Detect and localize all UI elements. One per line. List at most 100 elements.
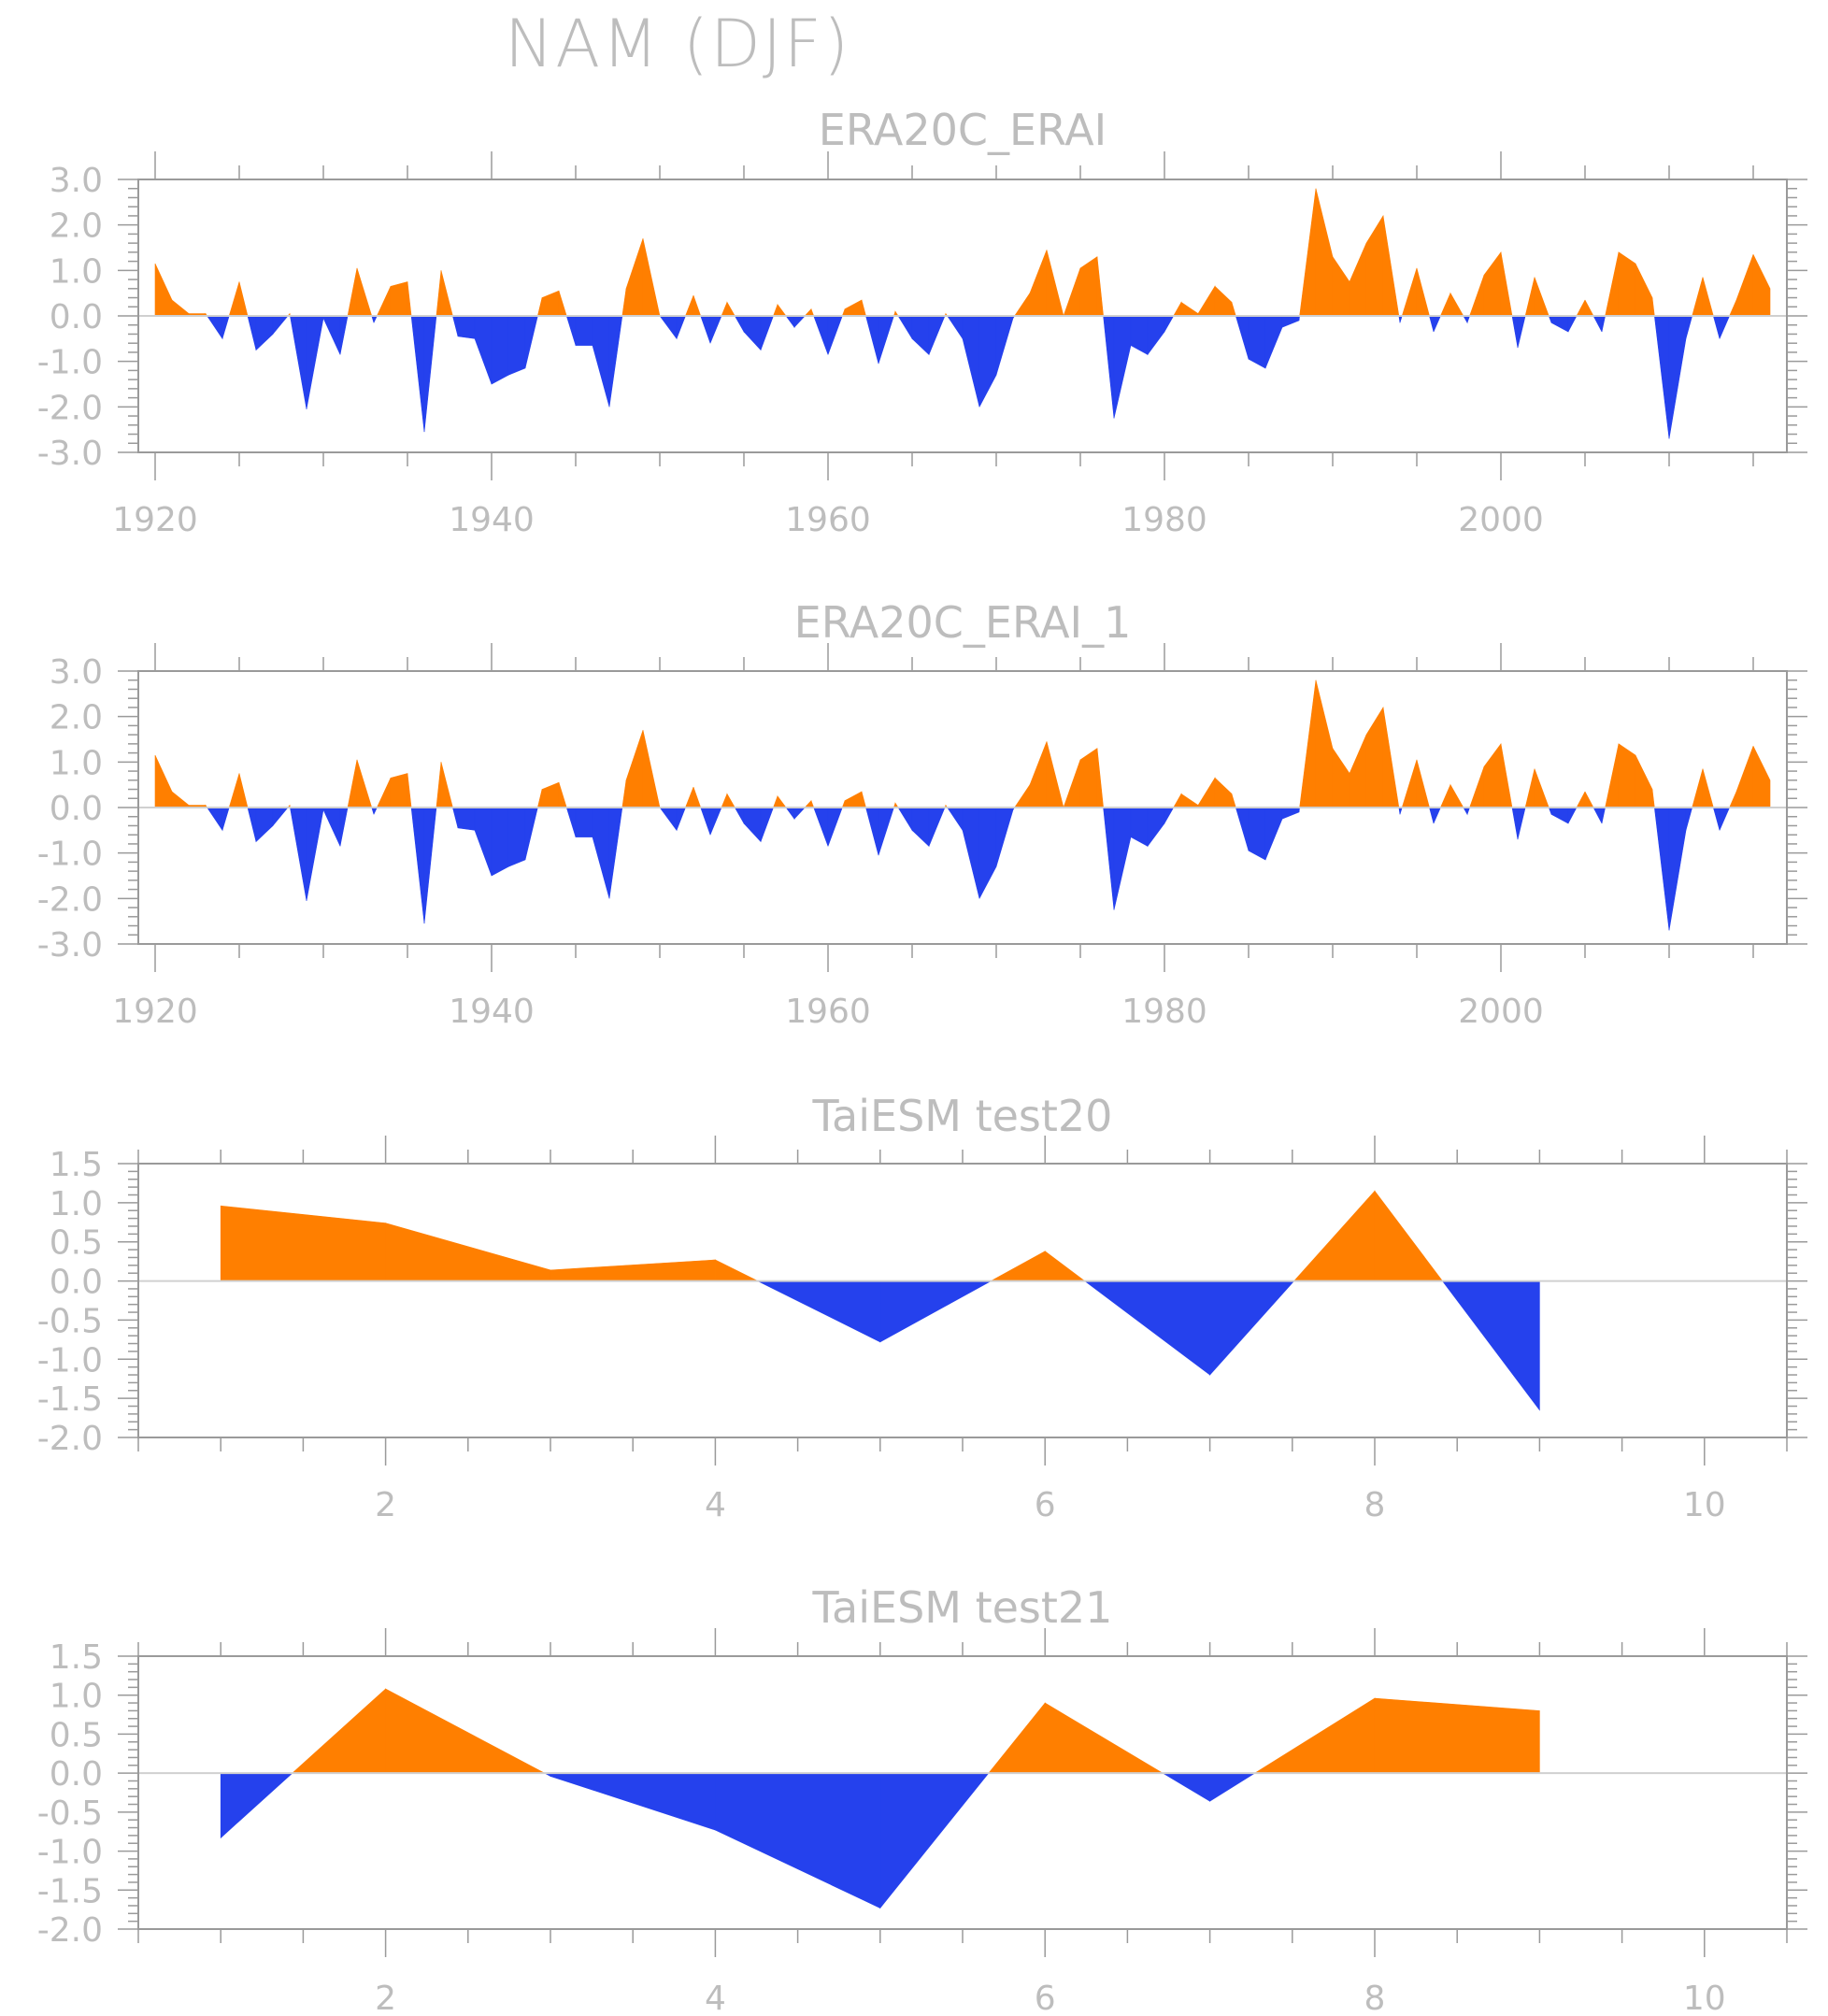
positive-area-segment [1729,791,1737,808]
x-tick-label: 1960 [785,993,871,1031]
negative-area-segment [743,807,762,843]
positive-area-segment [154,263,173,317]
negative-area-segment [827,315,843,355]
x-tick-label: 1920 [112,501,198,539]
positive-area-segment [1029,250,1048,317]
negative-area-series [207,807,1731,931]
negative-area-segment [1264,807,1283,861]
x-tick-label: 1960 [785,501,871,539]
negative-area-segment [474,807,493,877]
positive-area-segment [1450,783,1464,808]
negative-area-segment [1441,1280,1540,1411]
negative-area-segment [1653,807,1670,931]
negative-area-segment [928,807,946,847]
positive-area-series [292,1688,1540,1774]
chart-panel-3: TaiESM test20 1.51.00.50.0-0.5-1.0-1.5-2.… [37,1091,1807,1524]
y-tick-label: -0.5 [37,1794,103,1833]
negative-area-segment [676,315,686,339]
negative-area-segment [1712,315,1721,339]
positive-area-segment [861,299,866,317]
positive-area-segment [810,308,815,317]
negative-area-segment [1550,315,1569,333]
y-tick-label: 3.0 [50,162,103,200]
negative-area-segment [947,807,964,832]
positive-area-segment [1349,735,1367,808]
negative-area-segment [659,807,678,832]
x-tick-label: 8 [1364,1980,1386,2016]
negative-area-segment [785,807,795,821]
negative-area-segment [1433,807,1441,824]
x-tick-label: 10 [1683,1486,1726,1524]
x-tick-label: 1940 [449,501,535,539]
positive-area-segment [550,1259,716,1281]
negative-area-segment [371,315,375,323]
positive-area-segment [1197,285,1216,317]
positive-area-segment [1469,766,1485,808]
negative-area-segment [1685,315,1693,339]
negative-area-segment [743,315,762,351]
negative-area-segment [1164,807,1175,825]
positive-area-segment [810,800,815,808]
positive-area-segment [1702,768,1714,808]
negative-area-segment [911,315,930,356]
y-tick-label: 2.0 [50,699,103,737]
negative-area-segment [272,807,289,827]
negative-area-segment [491,807,509,877]
negative-area-segment [322,807,341,847]
positive-area-segment [1416,267,1430,317]
positive-area-segment [536,297,543,317]
negative-area-segment [897,315,913,340]
negative-area-segment [1550,807,1569,824]
positive-area-segment [773,795,778,808]
negative-area-segment [1399,807,1403,815]
negative-area-segment [220,1772,293,1839]
negative-area-segment [865,807,879,856]
positive-area-segment [1374,1697,1540,1774]
negative-area-segment [813,315,829,355]
negative-area-segment [339,807,349,847]
positive-area-segment [1214,777,1233,808]
negative-area-segment [995,315,1014,376]
negative-area-segment [207,315,223,340]
positive-area-segment [292,1688,386,1774]
negative-area-segment [322,315,341,355]
negative-area-segment [760,807,774,842]
negative-area-segment [272,315,289,336]
positive-area-segment [407,281,412,317]
x-tick-label: 10 [1683,1980,1726,2016]
positive-area-segment [541,781,560,808]
negative-area-segment [1511,315,1519,349]
positive-area-segment [1029,741,1048,808]
positive-area-segment [1692,277,1704,317]
positive-area-segment [171,299,190,317]
positive-area-segment [1046,741,1064,808]
positive-area-segment [693,295,702,317]
positive-area-segment [1014,783,1031,808]
negative-area-segment [1281,315,1300,328]
panel-title: TaiESM test20 [812,1091,1113,1141]
x-tick-label: 1980 [1121,501,1207,539]
negative-area-segment [371,807,375,815]
negative-area-segment [676,807,686,831]
y-tick-label: 1.0 [50,744,103,782]
y-tick-label: -3.0 [37,435,103,473]
positive-area-segment [1735,254,1754,317]
positive-area-segment [804,307,812,317]
chart-panel-4: TaiESM test21 1.51.00.50.0-0.5-1.0-1.5-2.… [37,1582,1807,2016]
y-tick-label: 1.0 [50,1185,103,1223]
negative-area-segment [734,315,745,334]
positive-area-segment [1365,214,1384,317]
positive-area-segment [1079,748,1098,808]
negative-area-segment [734,807,745,825]
positive-area-segment [1500,251,1513,317]
y-tick-label: 3.0 [50,653,103,692]
positive-area-segment [1729,299,1737,317]
negative-area-segment [827,807,843,847]
negative-area-segment [592,315,610,407]
negative-area-segment [1248,315,1266,369]
negative-area-segment [878,807,894,856]
negative-area-segment [221,807,230,831]
negative-area-segment [608,315,623,407]
